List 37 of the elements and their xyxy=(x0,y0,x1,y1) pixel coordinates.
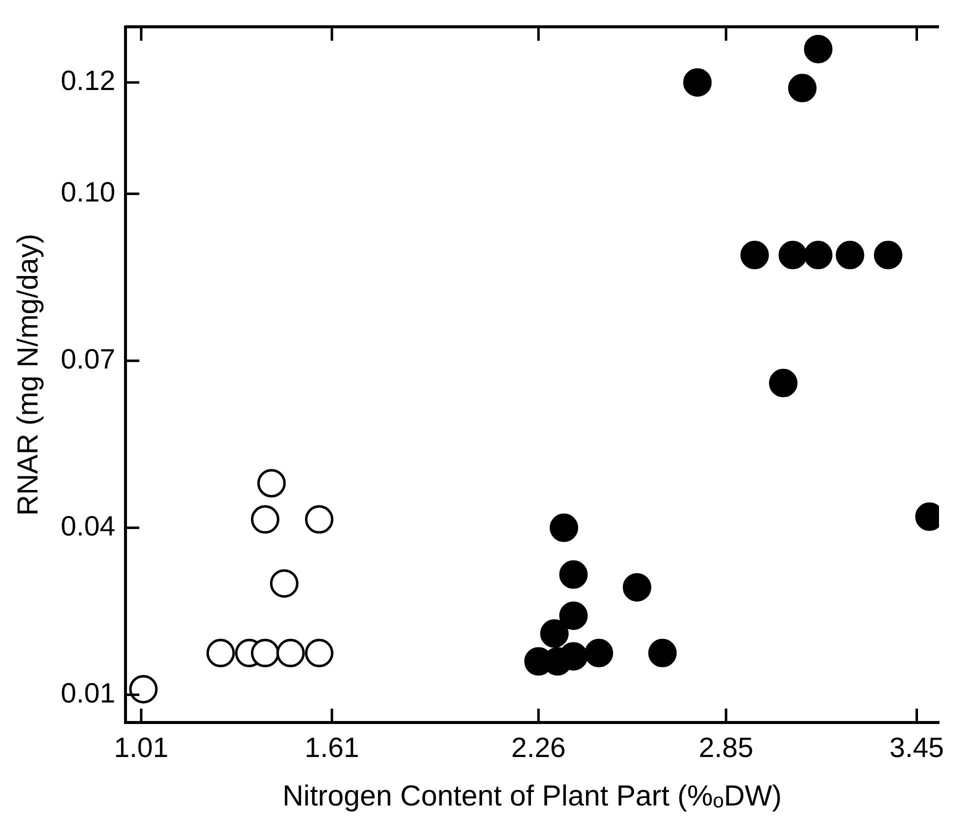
y-axis-title: RNAR (mg N/mg/day) xyxy=(12,234,44,516)
y-tick-label: 0.10 xyxy=(60,176,116,208)
point xyxy=(788,74,817,102)
point xyxy=(804,34,832,64)
point xyxy=(778,240,808,270)
point xyxy=(804,240,832,270)
x-tick-label: 1.01 xyxy=(114,732,168,764)
y-tick-label: 0.07 xyxy=(60,344,116,375)
point xyxy=(304,638,334,668)
point xyxy=(270,569,298,598)
point xyxy=(250,505,280,534)
point xyxy=(740,240,769,270)
point xyxy=(559,560,588,589)
point xyxy=(683,68,712,97)
point xyxy=(769,368,798,398)
point xyxy=(559,601,588,630)
y-tick-label: 0.12 xyxy=(60,65,116,96)
point xyxy=(129,674,158,704)
point xyxy=(257,468,286,498)
point xyxy=(648,638,677,668)
x-tick-label: 2.85 xyxy=(698,732,754,764)
point xyxy=(304,505,334,534)
y-tick-label: 0.04 xyxy=(60,510,116,542)
x-tick-label: 2.26 xyxy=(511,732,566,764)
point xyxy=(540,619,569,648)
y-tick-label: 0.01 xyxy=(60,677,116,708)
point xyxy=(622,573,652,602)
x-tick-label: 1.61 xyxy=(304,732,360,764)
point xyxy=(836,240,864,270)
x-tick-label: 3.45 xyxy=(890,732,944,764)
point xyxy=(276,638,305,668)
point xyxy=(584,638,614,668)
point xyxy=(874,240,902,270)
point xyxy=(550,514,578,542)
point xyxy=(206,638,235,668)
point xyxy=(250,638,280,668)
x-axis-title: Nitrogen Content of Plant Part (%ₒDW) xyxy=(282,780,782,813)
